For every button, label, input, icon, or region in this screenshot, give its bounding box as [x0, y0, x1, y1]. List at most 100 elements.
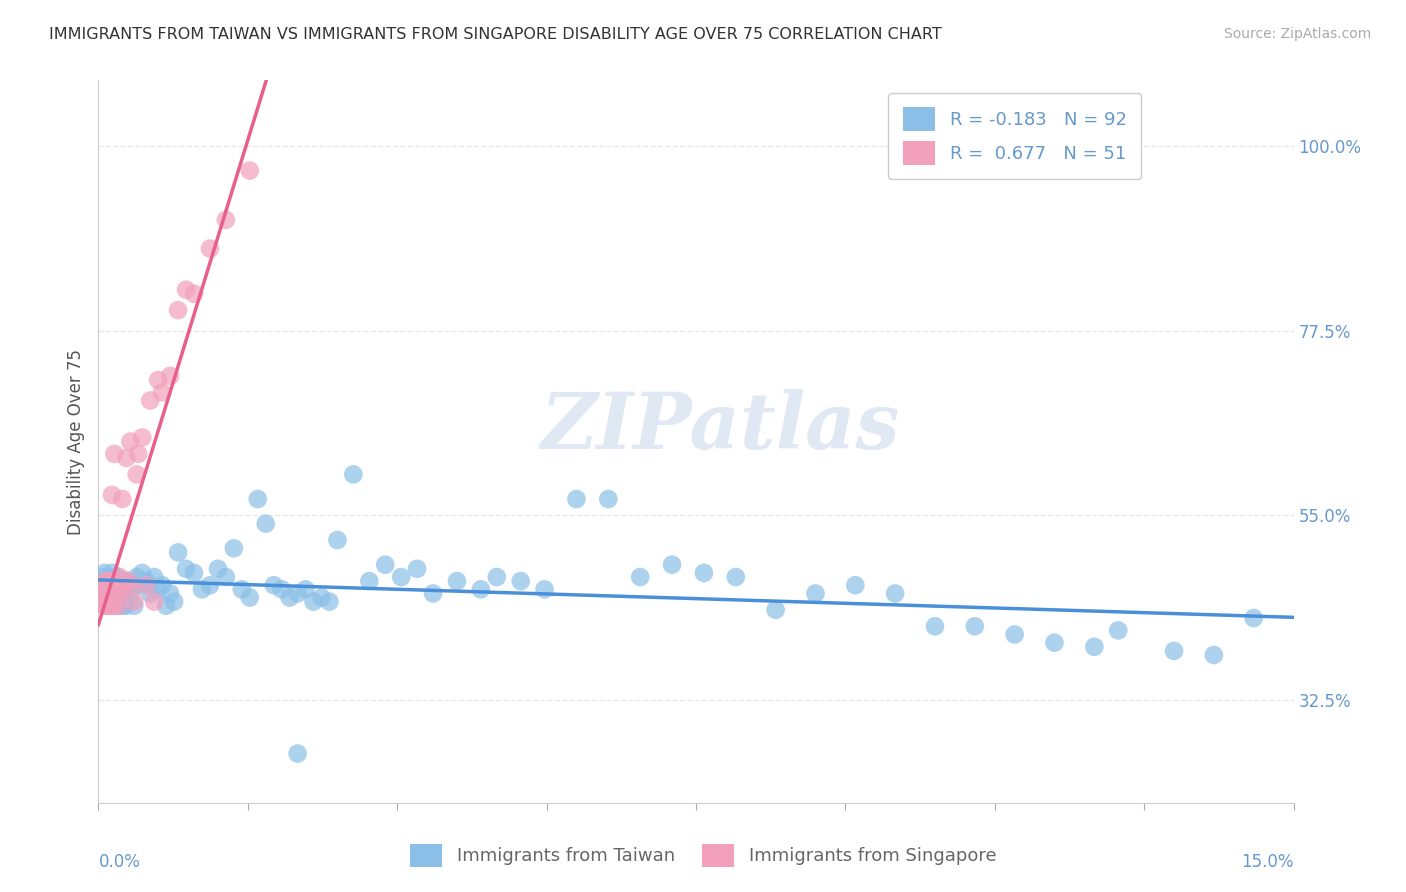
- Point: [174, 283, 197, 297]
- Point: [93, 582, 115, 597]
- Point: [91, 599, 114, 613]
- Point: [118, 574, 141, 588]
- Point: [693, 566, 716, 580]
- Point: [103, 586, 125, 600]
- Point: [155, 599, 177, 613]
- Point: [148, 582, 170, 597]
- Point: [135, 578, 157, 592]
- Point: [127, 578, 149, 592]
- Point: [1163, 644, 1185, 658]
- Point: [97, 582, 120, 597]
- Legend: R = -0.183   N = 92, R =  0.677   N = 51: R = -0.183 N = 92, R = 0.677 N = 51: [889, 93, 1142, 179]
- Point: [159, 368, 181, 383]
- Point: [103, 574, 125, 588]
- Point: [724, 570, 747, 584]
- Point: [111, 578, 134, 592]
- Point: [278, 591, 301, 605]
- Point: [374, 558, 396, 572]
- Point: [98, 578, 122, 592]
- Point: [127, 447, 149, 461]
- Point: [143, 570, 166, 584]
- Point: [124, 599, 146, 613]
- Text: 0.0%: 0.0%: [98, 854, 141, 871]
- Point: [121, 578, 143, 592]
- Point: [107, 586, 129, 600]
- Point: [1107, 624, 1129, 638]
- Text: IMMIGRANTS FROM TAIWAN VS IMMIGRANTS FROM SINGAPORE DISABILITY AGE OVER 75 CORRE: IMMIGRANTS FROM TAIWAN VS IMMIGRANTS FRO…: [49, 27, 942, 42]
- Legend: Immigrants from Taiwan, Immigrants from Singapore: Immigrants from Taiwan, Immigrants from …: [402, 837, 1004, 874]
- Point: [598, 491, 620, 506]
- Point: [111, 491, 134, 506]
- Point: [98, 574, 122, 588]
- Point: [101, 599, 124, 613]
- Point: [107, 599, 129, 613]
- Point: [108, 591, 131, 605]
- Point: [100, 578, 122, 592]
- Point: [470, 582, 492, 597]
- Point: [167, 303, 190, 318]
- Point: [150, 385, 173, 400]
- Point: [120, 586, 142, 600]
- Point: [91, 578, 114, 592]
- Point: [112, 586, 135, 600]
- Point: [1243, 611, 1265, 625]
- Point: [174, 562, 197, 576]
- Point: [98, 599, 122, 613]
- Point: [103, 582, 125, 597]
- Point: [222, 541, 245, 556]
- Point: [131, 566, 153, 580]
- Point: [111, 599, 134, 613]
- Point: [98, 594, 122, 608]
- Point: [139, 586, 162, 600]
- Point: [115, 450, 138, 465]
- Point: [110, 574, 132, 588]
- Point: [804, 586, 827, 600]
- Point: [104, 591, 127, 605]
- Point: [263, 578, 285, 592]
- Point: [97, 594, 120, 608]
- Point: [110, 582, 132, 597]
- Point: [326, 533, 349, 547]
- Point: [198, 242, 221, 256]
- Point: [406, 562, 429, 576]
- Point: [359, 574, 381, 588]
- Point: [103, 447, 125, 461]
- Point: [103, 594, 125, 608]
- Point: [159, 586, 181, 600]
- Point: [239, 591, 262, 605]
- Point: [533, 582, 555, 597]
- Point: [97, 574, 120, 588]
- Point: [96, 599, 118, 613]
- Point: [311, 591, 333, 605]
- Point: [143, 594, 166, 608]
- Point: [884, 586, 907, 600]
- Point: [231, 582, 253, 597]
- Point: [183, 286, 205, 301]
- Point: [125, 570, 148, 584]
- Point: [131, 430, 153, 444]
- Point: [98, 582, 121, 597]
- Point: [103, 578, 125, 592]
- Point: [115, 599, 138, 613]
- Point: [215, 570, 238, 584]
- Point: [107, 574, 129, 588]
- Point: [485, 570, 508, 584]
- Point: [765, 603, 787, 617]
- Point: [96, 578, 118, 592]
- Point: [94, 566, 117, 580]
- Point: [389, 570, 412, 584]
- Point: [215, 212, 238, 227]
- Point: [246, 491, 269, 506]
- Point: [1083, 640, 1105, 654]
- Point: [96, 599, 118, 613]
- Y-axis label: Disability Age Over 75: Disability Age Over 75: [66, 349, 84, 534]
- Point: [207, 562, 229, 576]
- Point: [270, 582, 292, 597]
- Point: [121, 578, 143, 592]
- Point: [105, 578, 128, 592]
- Text: Source: ZipAtlas.com: Source: ZipAtlas.com: [1223, 27, 1371, 41]
- Point: [101, 488, 124, 502]
- Point: [96, 586, 118, 600]
- Point: [97, 586, 120, 600]
- Point: [135, 574, 157, 588]
